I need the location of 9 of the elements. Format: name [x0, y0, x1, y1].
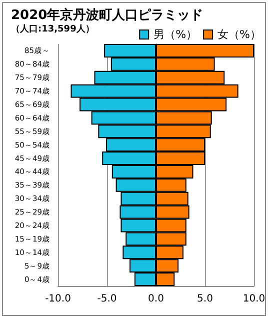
x-tick-label: -5.0	[97, 294, 117, 304]
chart-title: 2020年京丹波町人口ピラミッド	[11, 7, 204, 23]
x-tick-label: 5.0	[197, 294, 213, 304]
legend-label: 男（%）	[154, 28, 198, 41]
legend-label: 女（%）	[218, 28, 261, 41]
x-tick-label: 10.0	[242, 294, 266, 304]
x-tick-label: 0.0	[148, 294, 164, 304]
chart-subtitle: （人口:13,599人）	[11, 24, 94, 34]
x-tick-label: -10.0	[45, 294, 71, 304]
